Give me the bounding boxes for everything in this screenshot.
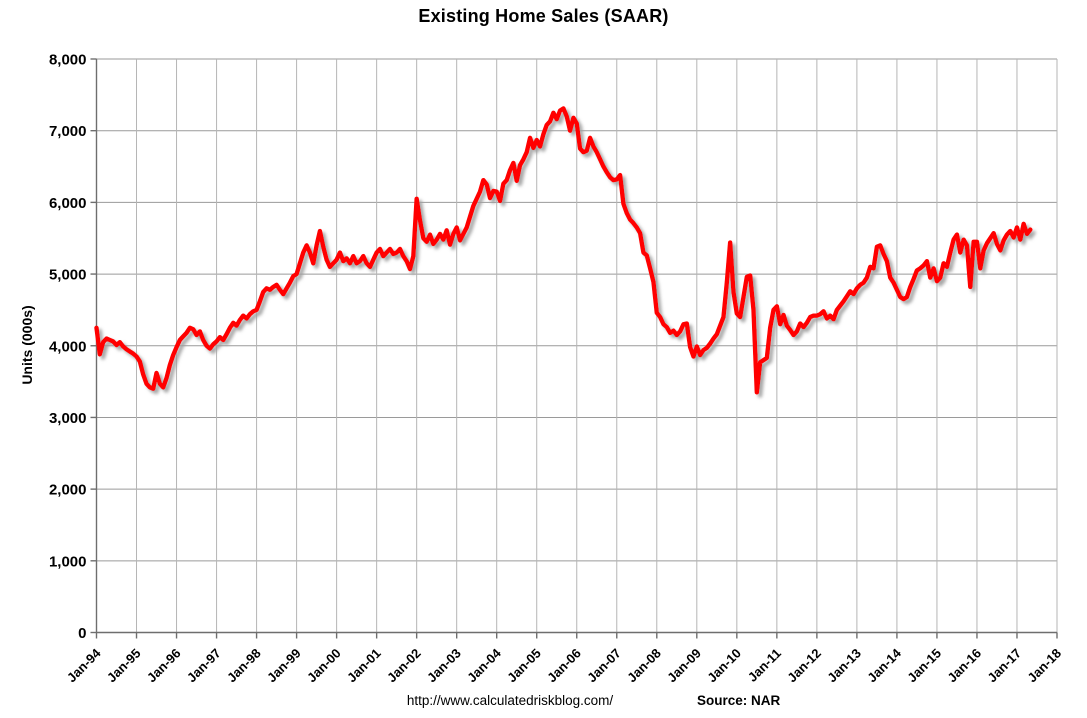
y-axis-label: 6,000 xyxy=(49,195,87,212)
y-axis-label: 0 xyxy=(78,625,86,642)
x-axis-label: Jan-02 xyxy=(384,646,424,686)
x-axis-label: Jan-03 xyxy=(424,646,464,686)
chart-title: Existing Home Sales (SAAR) xyxy=(418,6,669,26)
x-axis-label: Jan-08 xyxy=(624,646,664,686)
x-axis-label: Jan-18 xyxy=(1024,646,1064,686)
axis-labels: 0 1,000 2,000 3,000 4,000 5,000 6,000 7,000 8,00… xyxy=(49,52,1064,686)
axes xyxy=(90,58,1058,639)
x-axis-label: Jan-94 xyxy=(64,645,104,685)
y-axis-label: 5,000 xyxy=(49,267,87,284)
x-axis-label: Jan-13 xyxy=(824,646,864,686)
x-axis-label: Jan-05 xyxy=(504,646,544,686)
y-axis-label: 4,000 xyxy=(49,338,87,355)
x-axis-label: Jan-01 xyxy=(344,646,384,686)
x-axis-label: Jan-00 xyxy=(304,646,344,686)
x-axis-label: Jan-17 xyxy=(984,646,1024,686)
gridlines xyxy=(96,58,1058,633)
x-axis-label: Jan-99 xyxy=(264,646,304,686)
plot-area: 0 1,000 2,000 3,000 4,000 5,000 6,000 7,000 8,00… xyxy=(49,52,1064,686)
x-axis-label: Jan-04 xyxy=(464,645,504,685)
x-axis-label: Jan-12 xyxy=(784,646,824,686)
x-axis-label: Jan-07 xyxy=(584,646,624,686)
existing-home-sales-line xyxy=(94,106,1033,395)
x-axis-label: Jan-11 xyxy=(745,646,784,685)
x-axis-label: Jan-97 xyxy=(184,646,224,686)
y-axis-label: 2,000 xyxy=(49,482,87,499)
data-series xyxy=(94,106,1033,395)
footer-url: http://www.calculatedriskblog.com/ xyxy=(406,693,614,708)
x-axis-label: Jan-09 xyxy=(664,646,704,686)
x-axis-label: Jan-10 xyxy=(704,646,744,686)
x-axis-label: Jan-96 xyxy=(144,646,184,686)
x-axis-label: Jan-98 xyxy=(224,646,264,686)
y-axis-label: 8,000 xyxy=(49,52,87,69)
y-axis-label: 1,000 xyxy=(49,553,87,570)
x-axis-label: Jan-15 xyxy=(904,646,944,686)
x-axis-label: Jan-95 xyxy=(104,646,144,686)
y-axis-label: 3,000 xyxy=(49,410,87,427)
x-axis-label: Jan-06 xyxy=(544,646,584,686)
footer-source: Source: NAR xyxy=(697,693,781,708)
x-axis-label: Jan-14 xyxy=(864,645,904,685)
x-axis-label: Jan-16 xyxy=(944,646,984,686)
y-axis-label: 7,000 xyxy=(49,123,87,140)
